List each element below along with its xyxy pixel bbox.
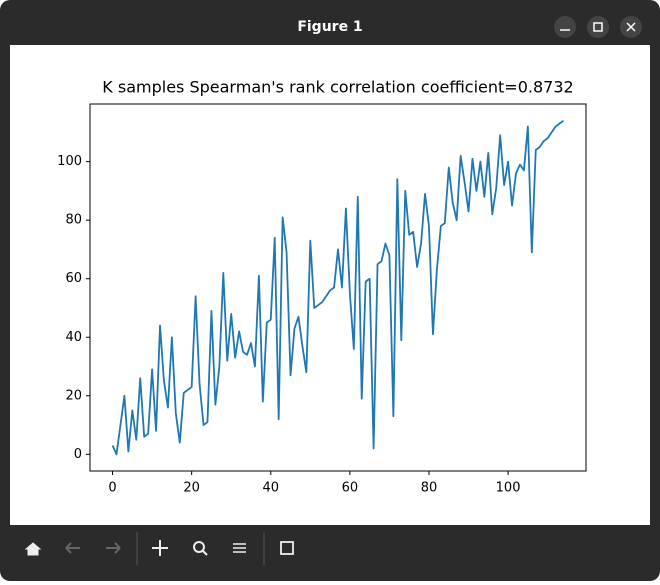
window-title: Figure 1	[297, 19, 362, 35]
y-tick-label: 0	[74, 447, 82, 462]
maximize-icon	[593, 22, 603, 32]
zoom-button[interactable]	[193, 541, 205, 553]
x-tick-label: 60	[342, 481, 359, 496]
x-tick-label: 100	[496, 481, 521, 496]
plot-area: 0 20 40 60 80 100 0 20 40 60 80 100	[57, 119, 564, 496]
zoom-handle	[202, 550, 208, 556]
window-controls	[554, 16, 642, 38]
minimize-button[interactable]	[554, 16, 576, 38]
maximize-button[interactable]	[587, 16, 609, 38]
y-tick-label: 60	[65, 271, 82, 286]
y-tick-label: 40	[65, 330, 82, 345]
y-tick-label: 100	[57, 154, 82, 169]
home-button[interactable]	[24, 542, 42, 556]
back-button[interactable]	[65, 542, 80, 554]
forward-button[interactable]	[106, 542, 121, 554]
x-tick-label: 20	[183, 481, 200, 496]
y-tick-label: 20	[65, 388, 82, 403]
figure-canvas	[10, 45, 650, 525]
save-button[interactable]	[280, 541, 294, 555]
pan-button[interactable]	[152, 540, 168, 556]
configure-button[interactable]	[233, 543, 246, 553]
y-tick-label: 80	[65, 213, 82, 228]
x-tick-label: 80	[421, 481, 438, 496]
axes-frame	[89, 103, 587, 472]
toolbar	[24, 532, 294, 565]
chart-title: K samples Spearman's rank correlation co…	[102, 78, 573, 97]
x-tick-label: 0	[108, 481, 116, 496]
close-icon	[626, 22, 636, 32]
x-tick-label: 40	[262, 481, 279, 496]
data-line	[111, 119, 564, 456]
